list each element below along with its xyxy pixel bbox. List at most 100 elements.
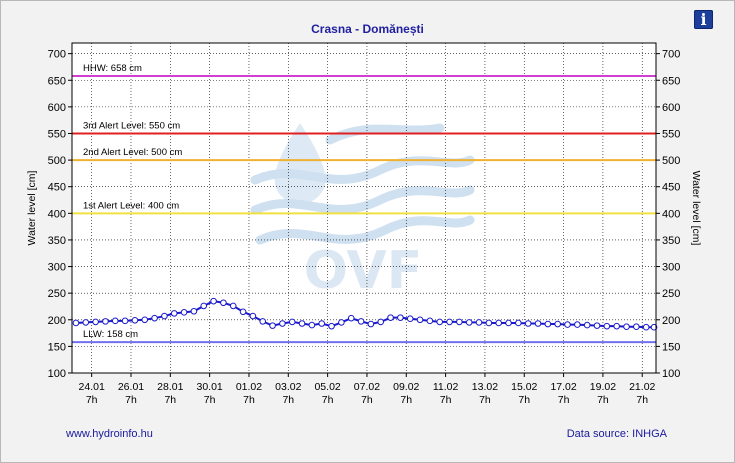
data-point [495, 319, 502, 327]
data-point [603, 322, 611, 330]
y-tick-label-left: 350 [48, 235, 66, 247]
x-tick-hour: 7h [282, 394, 294, 406]
data-point [623, 323, 630, 330]
watermark-wave-3 [325, 123, 445, 145]
data-point [347, 314, 355, 322]
chart-title: Crasna - Domănești [311, 22, 424, 36]
watermark-wave-0 [250, 155, 475, 185]
threshold-label: LLW: 158 cm [83, 329, 138, 340]
threshold-label: 1st Alert Level: 400 cm [83, 200, 179, 211]
data-point [574, 321, 581, 328]
x-tick-date: 07.02 [354, 381, 380, 393]
x-tick-hour: 7h [518, 394, 530, 406]
y-tick-label-left: 100 [48, 368, 66, 380]
data-point [200, 302, 208, 310]
y-tick-label-right: 400 [662, 208, 680, 220]
data-point [397, 314, 404, 321]
data-point [650, 323, 658, 331]
x-tick-hour: 7h [322, 394, 334, 406]
y-tick-label-left: 250 [48, 288, 66, 300]
data-point [416, 316, 424, 324]
data-point [92, 318, 99, 326]
x-tick-date: 01.02 [236, 381, 262, 393]
data-point [406, 315, 414, 323]
y-tick-label-left: 450 [48, 182, 66, 194]
x-tick-hour: 7h [164, 394, 176, 406]
y-tick-label-left: 400 [48, 208, 66, 220]
data-point [377, 318, 385, 326]
data-point [72, 319, 80, 327]
data-point [593, 322, 601, 329]
data-point [239, 308, 247, 316]
info-icon[interactable]: i [694, 10, 713, 29]
x-tick-date: 28.01 [157, 381, 183, 393]
data-point [318, 320, 326, 327]
data-point [298, 320, 306, 327]
data-point [220, 299, 227, 307]
x-tick-date: 15.02 [511, 381, 537, 393]
y-tick-label-left: 500 [48, 155, 66, 167]
x-tick-date: 13.02 [472, 381, 498, 393]
data-point [524, 320, 532, 327]
data-point [279, 320, 286, 327]
hydroinfo-link[interactable]: www.hydroinfo.hu [66, 428, 153, 440]
y-tick-label-left: 650 [48, 75, 66, 87]
data-point [288, 318, 296, 326]
y-axis-label-right: Water level [cm] [690, 171, 702, 246]
data-point [387, 314, 394, 321]
data-point [229, 302, 237, 310]
data-point [544, 320, 552, 328]
x-tick-date: 05.02 [314, 381, 340, 393]
x-tick-hour: 7h [204, 394, 216, 406]
x-tick-hour: 7h [400, 394, 412, 406]
plot-border [71, 42, 657, 374]
threshold-label: 3rd Alert Level: 550 cm [83, 120, 180, 131]
x-tick-hour: 7h [636, 394, 648, 406]
data-point [505, 319, 512, 327]
y-tick-label-left: 600 [48, 102, 66, 114]
x-tick-date: 21.02 [629, 381, 655, 393]
y-tick-label-left: 200 [48, 315, 66, 327]
y-tick-label-right: 450 [662, 182, 680, 194]
threshold-label: HHW: 658 cm [83, 63, 142, 74]
data-point [475, 319, 483, 326]
x-tick-hour: 7h [597, 394, 609, 406]
x-tick-date: 30.01 [197, 381, 223, 393]
x-tick-hour: 7h [440, 394, 452, 406]
data-point [131, 317, 139, 324]
y-tick-label-right: 250 [662, 288, 680, 300]
data-point [102, 318, 109, 325]
y-tick-label-right: 350 [662, 235, 680, 247]
y-tick-label-right: 600 [662, 102, 680, 114]
y-tick-label-right: 200 [662, 315, 680, 327]
data-point [534, 320, 542, 327]
data-point [151, 314, 158, 322]
data-point [485, 319, 493, 327]
y-tick-label-right: 150 [662, 341, 680, 353]
data-point [170, 310, 178, 317]
y-tick-label-right: 550 [662, 128, 680, 140]
data-point [515, 319, 522, 327]
data-point [259, 318, 267, 325]
x-tick-date: 26.01 [118, 381, 144, 393]
data-point [456, 318, 463, 326]
threshold-label: 2nd Alert Level: 500 cm [83, 147, 182, 158]
y-tick-label-right: 700 [662, 49, 680, 61]
data-point [269, 322, 276, 329]
data-point [633, 323, 640, 330]
data-point [338, 319, 345, 326]
data-point [121, 317, 129, 325]
x-tick-hour: 7h [243, 394, 255, 406]
x-tick-hour: 7h [558, 394, 570, 406]
data-point [564, 321, 571, 328]
data-point [328, 322, 335, 330]
data-point [249, 312, 257, 320]
data-point [161, 312, 168, 320]
data-point [190, 307, 198, 315]
data-point [613, 322, 620, 330]
y-tick-label-left: 300 [48, 262, 66, 274]
data-point [583, 321, 591, 329]
watermark-wave-2 [255, 215, 475, 245]
data-point [446, 318, 453, 326]
